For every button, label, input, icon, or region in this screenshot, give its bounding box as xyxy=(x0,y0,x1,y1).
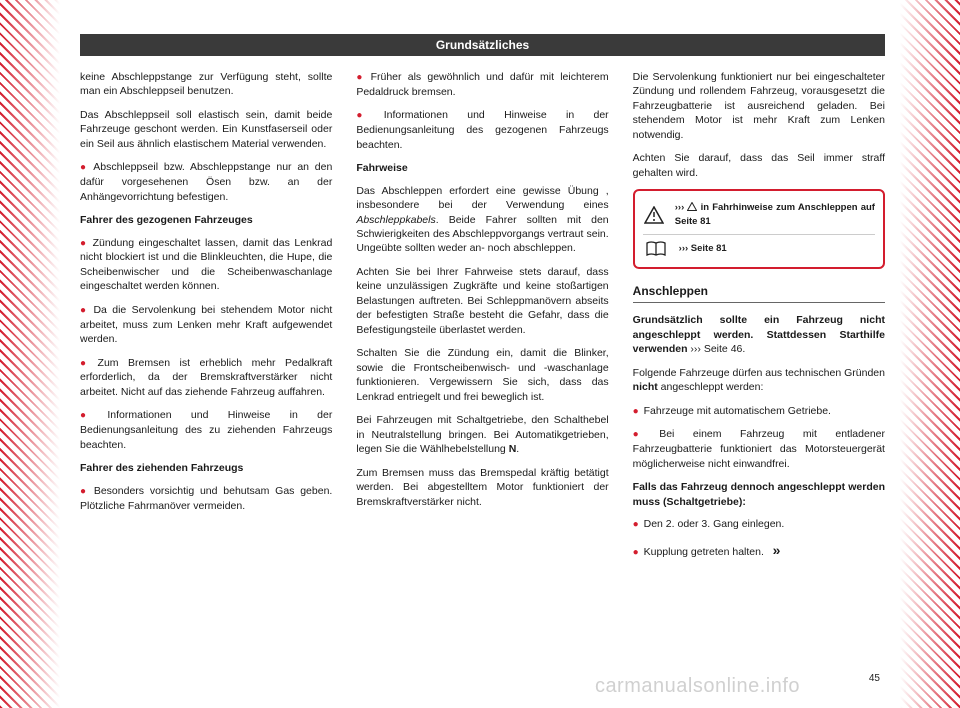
list-item: ● Zum Bremsen ist erheblich mehr Pedalkr… xyxy=(80,356,332,400)
bullet-icon: ● xyxy=(633,405,639,419)
bullet-icon: ● xyxy=(80,357,86,371)
list-text: Bei einem Fahrzeug mit entladener Fahrze… xyxy=(633,428,885,469)
list-item: ● Informationen und Hinweise in der Bedi… xyxy=(80,408,332,452)
paragraph: Bei Fahrzeugen mit Schaltgetriebe, den S… xyxy=(356,413,608,456)
ref-label: in Fahrhinweise zum Anschleppen auf Seit… xyxy=(675,202,875,226)
list-item: ● Abschleppseil bzw. Abschleppstange nur… xyxy=(80,160,332,204)
warning-icon xyxy=(643,206,665,224)
bullet-icon: ● xyxy=(356,109,362,123)
bullet-icon: ● xyxy=(80,161,86,175)
paragraph: keine Abschleppstange zur Verfügung steh… xyxy=(80,70,332,99)
subheading: Fahrer des gezogenen Fahrzeuges xyxy=(80,213,332,227)
list-item: ● Zündung eingeschaltet lassen, damit da… xyxy=(80,236,332,294)
text: ››› Seite 46. xyxy=(688,343,746,355)
list-text: Zum Bremsen ist erheblich mehr Pedalkraf… xyxy=(80,357,332,398)
bullet-icon: ● xyxy=(356,71,362,85)
paragraph: Zum Bremsen muss das Bremspedal kräftig … xyxy=(356,466,608,509)
paragraph: Die Servolenkung funktioniert nur bei ei… xyxy=(633,70,885,142)
page-content: Grundsätzliches keine Abschleppstange zu… xyxy=(0,0,960,589)
list-text: Den 2. oder 3. Gang einlegen. xyxy=(644,518,785,530)
subheading: Fahrer des ziehenden Fahrzeugs xyxy=(80,461,332,475)
paragraph: Grundsätzlich sollte ein Fahrzeug nicht … xyxy=(633,313,885,356)
reference-text: ››› Seite 81 xyxy=(679,242,727,255)
arrow-ref: ››› xyxy=(675,202,688,213)
page-title: Grundsätzliches xyxy=(80,34,885,56)
column-2: ● Früher als gewöhnlich und dafür mit le… xyxy=(356,70,608,569)
column-3: Die Servolenkung funktioniert nur bei ei… xyxy=(633,70,885,569)
paragraph: Schalten Sie die Zündung ein, damit die … xyxy=(356,346,608,404)
list-item: ● Bei einem Fahrzeug mit entladener Fahr… xyxy=(633,427,885,471)
list-text: Abschleppseil bzw. Abschleppstange nur a… xyxy=(80,161,332,202)
bullet-icon: ● xyxy=(80,237,86,251)
bullet-icon: ● xyxy=(633,428,639,442)
ref-label: ››› Seite 81 xyxy=(679,243,727,254)
paragraph: Das Abschleppen erfordert eine gewisse Ü… xyxy=(356,184,608,256)
list-item: ● Den 2. oder 3. Gang einlegen. xyxy=(633,517,885,532)
book-icon xyxy=(643,241,669,257)
bullet-icon: ● xyxy=(80,409,86,423)
list-text: Informationen und Hinweise in der Bedien… xyxy=(356,109,608,150)
bullet-icon: ● xyxy=(633,518,639,532)
list-item: ● Fahrzeuge mit automatischem Getriebe. xyxy=(633,404,885,419)
section-heading: Anschleppen xyxy=(633,283,885,304)
subheading: Falls das Fahrzeug dennoch angeschleppt … xyxy=(633,480,885,509)
manual-page: Grundsätzliches keine Abschleppstange zu… xyxy=(0,0,960,708)
subheading: Fahrweise xyxy=(356,161,608,175)
list-text: Kupplung getreten halten. xyxy=(644,546,764,558)
list-text: Besonders vorsichtig und behutsam Gas ge… xyxy=(80,485,332,512)
text: Bei Fahrzeugen mit Schaltgetriebe, den S… xyxy=(356,414,608,455)
list-item: ● Informationen und Hinweise in der Bedi… xyxy=(356,108,608,152)
list-text: Informationen und Hinweise in der Bedien… xyxy=(80,409,332,450)
text: angeschleppt werden: xyxy=(658,381,764,393)
text: Das Abschleppen erfordert eine gewisse Ü… xyxy=(356,185,608,211)
list-text: Fahrzeuge mit automatischem Getriebe. xyxy=(644,405,831,417)
list-text: Da die Servolenkung bei stehendem Motor … xyxy=(80,304,332,345)
reference-text: ››› in Fahrhinweise zum Anschleppen auf … xyxy=(675,201,875,227)
page-number: 45 xyxy=(869,673,880,684)
italic-text: Abschleppkabels xyxy=(356,214,435,226)
list-item: ● Besonders vorsichtig und behutsam Gas … xyxy=(80,484,332,513)
list-item: ● Früher als gewöhnlich und dafür mit le… xyxy=(356,70,608,99)
paragraph: Das Abschleppseil soll elastisch sein, d… xyxy=(80,108,332,151)
text: Folgende Fahrzeuge dürfen aus technische… xyxy=(633,367,885,379)
bullet-icon: ● xyxy=(633,546,639,560)
list-item: ● Kupplung getreten halten. » xyxy=(633,541,885,560)
watermark: carmanualsonline.info xyxy=(595,675,800,698)
bullet-icon: ● xyxy=(80,304,86,318)
continuation-icon: » xyxy=(773,542,781,558)
list-text: Früher als gewöhnlich und dafür mit leic… xyxy=(356,71,608,98)
reference-row: ››› Seite 81 xyxy=(643,234,875,260)
bullet-icon: ● xyxy=(80,485,86,499)
bold-text: nicht xyxy=(633,381,658,393)
column-1: keine Abschleppstange zur Verfügung steh… xyxy=(80,70,332,569)
paragraph: Achten Sie bei Ihrer Fahrweise stets dar… xyxy=(356,265,608,337)
reference-box: ››› in Fahrhinweise zum Anschleppen auf … xyxy=(633,189,885,268)
bold-text: Grundsätzlich sollte ein Fahrzeug nicht … xyxy=(633,314,885,355)
text: . xyxy=(516,443,519,455)
text-columns: keine Abschleppstange zur Verfügung steh… xyxy=(80,70,885,569)
list-item: ● Da die Servolenkung bei stehendem Moto… xyxy=(80,303,332,347)
list-text: Zündung eingeschaltet lassen, damit das … xyxy=(80,237,332,293)
reference-row: ››› in Fahrhinweise zum Anschleppen auf … xyxy=(643,198,875,230)
paragraph: Folgende Fahrzeuge dürfen aus technische… xyxy=(633,366,885,395)
paragraph: Achten Sie darauf, dass das Seil immer s… xyxy=(633,151,885,180)
